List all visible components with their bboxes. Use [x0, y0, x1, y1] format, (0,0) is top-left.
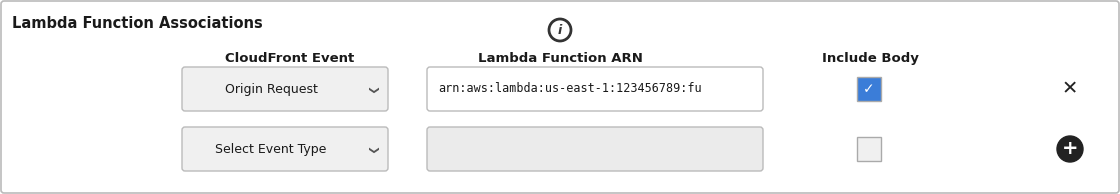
Text: Lambda Function ARN: Lambda Function ARN [477, 52, 643, 65]
Text: ❯: ❯ [366, 146, 376, 154]
Text: Select Event Type: Select Event Type [215, 143, 327, 156]
Text: ✕: ✕ [1062, 80, 1079, 99]
FancyBboxPatch shape [427, 67, 763, 111]
Text: arn:aws:lambda:us-east-1:123456789:fu: arn:aws:lambda:us-east-1:123456789:fu [438, 82, 701, 95]
Text: Include Body: Include Body [822, 52, 918, 65]
FancyBboxPatch shape [857, 137, 881, 161]
Ellipse shape [549, 19, 571, 41]
Text: Origin Request: Origin Request [225, 82, 317, 95]
Text: Lambda Function Associations: Lambda Function Associations [12, 16, 263, 31]
Circle shape [1057, 136, 1083, 162]
Text: ❯: ❯ [366, 86, 376, 94]
FancyBboxPatch shape [857, 77, 881, 101]
Text: ✓: ✓ [864, 82, 875, 96]
FancyBboxPatch shape [427, 127, 763, 171]
Text: +: + [1062, 139, 1079, 158]
Text: i: i [558, 23, 562, 36]
FancyBboxPatch shape [181, 127, 388, 171]
FancyBboxPatch shape [181, 67, 388, 111]
Text: CloudFront Event: CloudFront Event [225, 52, 355, 65]
